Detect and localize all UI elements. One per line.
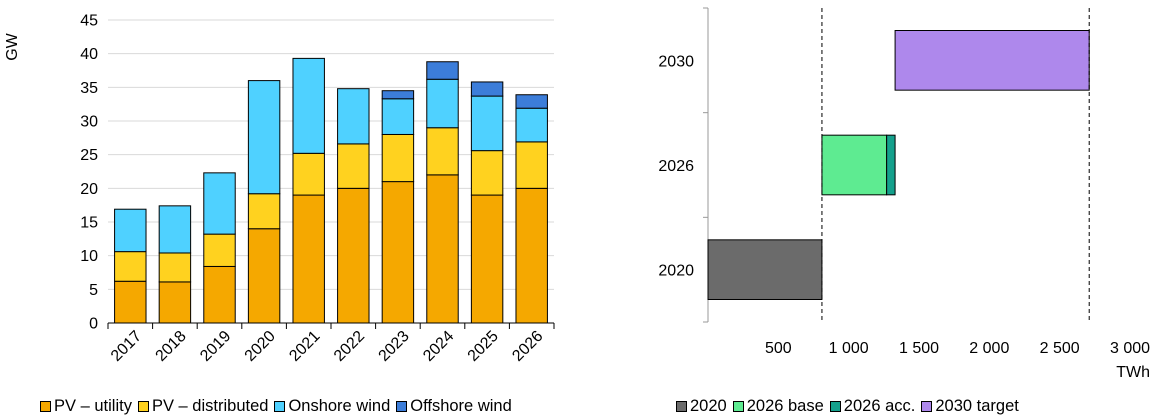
x-tick-label: 1 500 (899, 340, 939, 357)
bar-segment (426, 78, 459, 129)
legend-item-2026-acc: 2026 acc. (829, 396, 916, 416)
bar-segment (381, 98, 415, 135)
bar-segment (292, 152, 325, 196)
y-tick-label: 40 (80, 46, 98, 63)
bar-segment (515, 94, 548, 109)
bar-segment (426, 174, 459, 324)
bar-segment (515, 107, 548, 143)
bar-segment (158, 252, 192, 283)
legend-swatch (732, 400, 744, 412)
legend-label: PV – distributed (151, 396, 269, 415)
legend-label: Onshore wind (288, 396, 391, 415)
x-tick-label: 2 000 (969, 340, 1009, 357)
bar-segment (381, 133, 415, 183)
x-tick-label: 2022 (331, 328, 368, 365)
y-category-label: 2026 (658, 158, 694, 175)
bar-segment (337, 187, 370, 324)
legend-item-2020: 2020 (676, 397, 727, 416)
bar-segment (381, 181, 415, 324)
x-tick-label: 2020 (242, 328, 279, 365)
bar-segment (292, 194, 325, 324)
y-tick-label: 5 (89, 282, 98, 299)
x-tick-label: 2 500 (1040, 340, 1080, 357)
y-tick-label: 45 (80, 13, 98, 30)
legend-swatch (676, 400, 687, 412)
y-tick-label: 15 (80, 215, 98, 232)
y-tick-label: 20 (80, 181, 98, 198)
bar-segment (470, 194, 504, 324)
legend-swatch (396, 400, 408, 412)
range-bar (707, 239, 823, 300)
legend-swatch (137, 400, 149, 412)
bar-segment (292, 57, 325, 154)
bar-segment (114, 280, 147, 324)
x-tick-label: 2021 (286, 328, 323, 365)
bar-segment (158, 205, 192, 254)
x-tick-label: 2017 (108, 328, 145, 365)
y-category-label: 2020 (658, 263, 694, 280)
legend-swatch (274, 400, 286, 412)
y-tick-label: 25 (80, 147, 98, 164)
bar-segment (426, 127, 459, 176)
bar-segment (515, 141, 548, 189)
bar-segment (381, 90, 415, 100)
bar-segment (337, 143, 370, 189)
bar-segment (203, 233, 236, 267)
x-tick-label: 2018 (153, 328, 190, 365)
bar-segment (247, 193, 281, 230)
bar-segment (515, 187, 548, 324)
y-category-label: 2030 (658, 53, 694, 70)
x-tick-label: 2025 (465, 328, 502, 365)
bar-segment (470, 95, 504, 152)
legend-item-onshore-wind: Onshore wind (274, 397, 390, 416)
legend-label: PV – utility (54, 396, 132, 415)
y-tick-label: 10 (80, 248, 98, 265)
legend-item-offshore-wind: Offshore wind (396, 397, 512, 416)
legend-swatch (40, 400, 51, 412)
legend-label: 2030 target (935, 396, 1019, 415)
legend-swatch (921, 400, 933, 412)
y-tick-label: 35 (80, 80, 98, 97)
x-tick-label: 2023 (376, 328, 413, 365)
legend-item-2030-target: 2030 target (921, 396, 1019, 416)
range-bar (821, 134, 888, 196)
x-tick-label: 2024 (420, 328, 457, 365)
bar-segment (114, 208, 147, 253)
x-tick-label: 3 000 (1110, 340, 1150, 357)
bar-segment (470, 150, 504, 196)
legend-item-pv-utility: PV – utility (40, 397, 132, 416)
y-axis-label: GW (4, 32, 21, 60)
legend-label: 2020 (690, 396, 727, 415)
range-bar (894, 30, 1090, 91)
x-tick-label: 2019 (197, 328, 234, 365)
bar-segment (247, 80, 281, 195)
x-axis-label: TWh (1116, 364, 1150, 381)
bar-segment (337, 88, 370, 145)
y-tick-label: 30 (80, 114, 98, 131)
generation-range-bar-chart: 2020 2026 2030 500 1 000 1 500 2 000 2 500 3 000… (658, 7, 1150, 381)
legend-label: 2026 base (746, 396, 824, 415)
x-tick-label: 1 000 (829, 340, 869, 357)
bar-segment (114, 251, 147, 282)
range-bar (886, 134, 896, 196)
legend-label: 2026 acc. (843, 396, 916, 415)
bar-segment (203, 265, 236, 324)
bar-segment (470, 81, 504, 97)
bar-segment (203, 172, 236, 235)
right-chart-legend: 2020 2026 base 2026 acc. 2030 target (676, 396, 1025, 416)
left-chart-legend: PV – utility PV – distributed Onshore wi… (40, 396, 518, 416)
x-tick-label: 2026 (509, 328, 546, 365)
x-tick-label: 500 (765, 340, 792, 357)
bar-segment (158, 281, 192, 324)
bar-segment (247, 228, 281, 324)
legend-swatch (829, 400, 841, 412)
legend-item-2026-base: 2026 base (732, 396, 824, 416)
legend-item-pv-distributed: PV – distributed (137, 396, 269, 416)
y-tick-label: 0 (89, 316, 98, 333)
bar-segment (426, 61, 459, 80)
legend-label: Offshore wind (410, 396, 512, 415)
